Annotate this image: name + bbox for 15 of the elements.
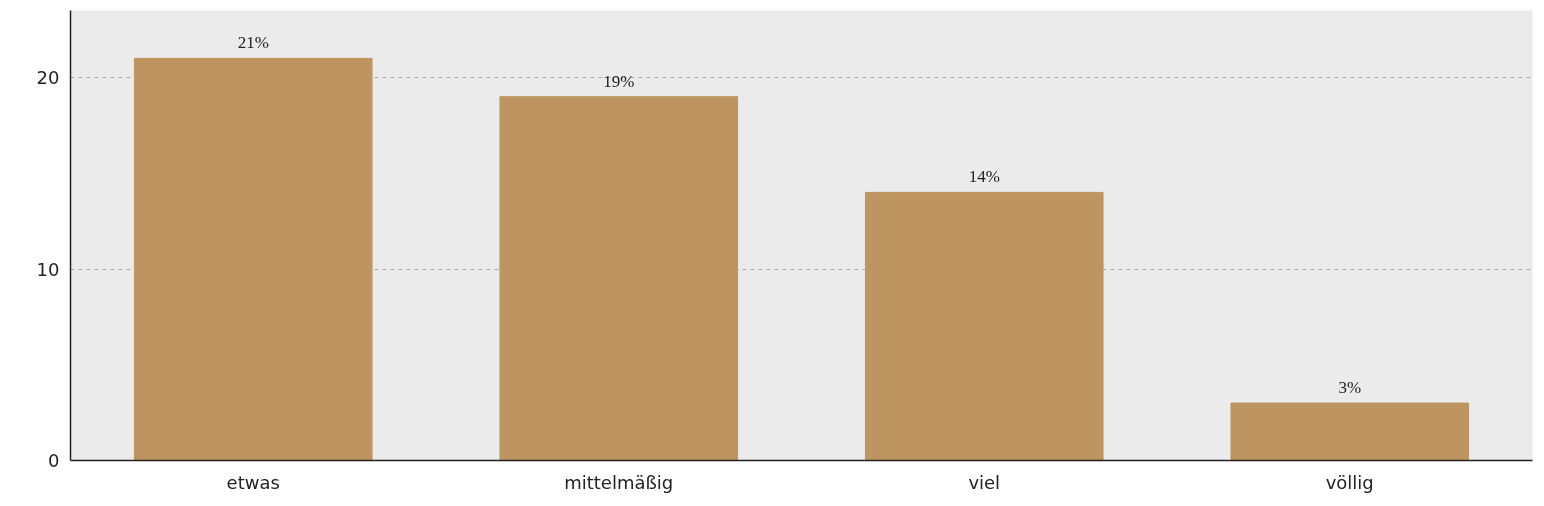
x-tick-label: etwas — [226, 471, 280, 493]
x-tick-label: mittelmäßig — [564, 471, 674, 493]
y-tick-label: 10 — [36, 258, 60, 280]
y-tick-label: 20 — [36, 67, 60, 89]
data-label: 3% — [1338, 378, 1362, 398]
x-tick-label: viel — [968, 471, 1001, 493]
data-label: 21% — [237, 33, 269, 53]
x-tick-label: völlig — [1325, 471, 1374, 493]
bar — [133, 57, 373, 461]
bar — [1230, 402, 1470, 461]
bar — [499, 96, 739, 461]
bar — [864, 191, 1104, 461]
y-tick-label: 0 — [48, 450, 60, 471]
data-label: 19% — [603, 71, 635, 91]
data-label: 14% — [968, 167, 1000, 187]
